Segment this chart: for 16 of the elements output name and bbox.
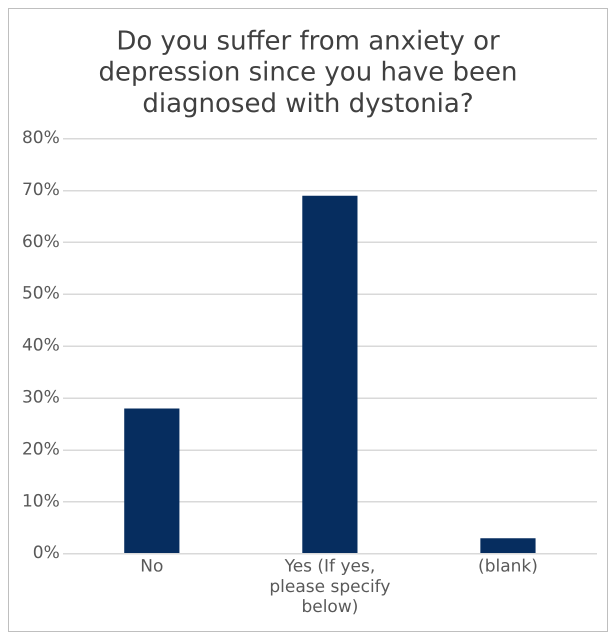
x-tick-label: No (140, 556, 164, 576)
bar (302, 196, 358, 554)
y-tick-label: 20% (22, 439, 60, 460)
y-tick-label: 80% (22, 128, 60, 148)
y-tick-label: 10% (22, 491, 60, 512)
y-tick-label: 50% (22, 284, 60, 304)
y-tick-label: 60% (22, 232, 60, 252)
x-tick-label: (blank) (478, 556, 538, 576)
y-tick-label: 40% (22, 336, 60, 356)
y-tick-label: 0% (32, 543, 60, 564)
chart-title: Do you suffer from anxiety or depression since you have been diagnosed with dystonia? (98, 26, 518, 119)
bar (480, 538, 536, 554)
y-tick-label: 70% (22, 180, 60, 200)
y-tick-label: 30% (22, 388, 60, 408)
x-tick-label: Yes (If yes, please specify below) (269, 556, 390, 618)
bar (124, 408, 180, 554)
